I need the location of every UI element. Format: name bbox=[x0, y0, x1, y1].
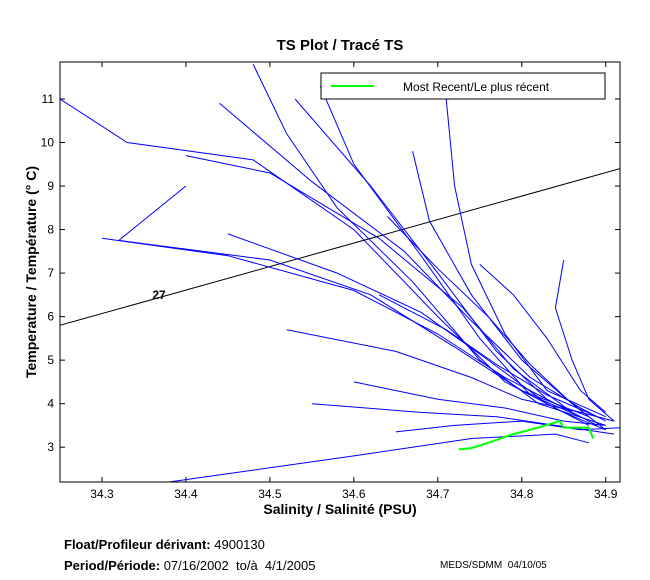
ts-profile-line bbox=[395, 420, 620, 433]
y-tick-label: 7 bbox=[47, 266, 54, 280]
x-tick-label: 34.7 bbox=[426, 487, 450, 501]
y-tick-label: 11 bbox=[42, 92, 55, 106]
legend: Most Recent/Le plus récent bbox=[320, 72, 606, 100]
y-tick-label: 5 bbox=[47, 353, 54, 367]
ts-profile-line bbox=[219, 102, 581, 409]
ts-profile-line bbox=[554, 259, 615, 422]
float-info: Float/Profileur dérivant: 4900130 bbox=[64, 537, 265, 552]
y-tick-label: 8 bbox=[47, 223, 54, 237]
x-tick-label: 34.4 bbox=[174, 487, 198, 501]
ts-profile-line bbox=[294, 98, 598, 426]
x-tick-label: 34.3 bbox=[90, 487, 114, 501]
most-recent-profile-line bbox=[458, 419, 595, 451]
ts-profile-line bbox=[479, 264, 607, 413]
ts-profile-line bbox=[412, 151, 606, 422]
credit: MEDS/SDMM 04/10/05 bbox=[440, 560, 547, 571]
ts-profile-line bbox=[286, 329, 581, 413]
ts-chart: TS Plot / Tracé TS Salinity / Salinité (… bbox=[23, 37, 621, 517]
float-id: 4900130 bbox=[214, 537, 265, 552]
period-value: 07/16/2002 to/à 4/1/2005 bbox=[163, 558, 316, 573]
ts-profile-line bbox=[101, 237, 615, 422]
y-tick-label: 4 bbox=[47, 397, 54, 411]
y-tick-label: 6 bbox=[47, 310, 54, 324]
x-tick-label: 34.5 bbox=[258, 487, 282, 501]
ts-profile-line bbox=[252, 63, 606, 426]
period-info: Period/Période: 07/16/2002 to/à 4/1/2005 bbox=[64, 558, 316, 573]
ts-profile-line bbox=[353, 381, 606, 426]
period-label: Period/Période: bbox=[64, 558, 161, 573]
legend-label-recent: Most Recent/Le plus récent bbox=[403, 80, 550, 94]
ts-profile-line bbox=[227, 233, 590, 426]
ts-profile-line bbox=[311, 403, 615, 435]
ts-profile-line bbox=[60, 98, 606, 431]
ts-profile-line bbox=[378, 294, 598, 418]
plot-frame bbox=[59, 61, 621, 483]
y-axis-label: Temperature / Température (° C) bbox=[23, 166, 39, 378]
ts-profile-line bbox=[387, 216, 607, 431]
ts-profile-line bbox=[185, 155, 573, 413]
x-tick-label: 34.6 bbox=[342, 487, 366, 501]
x-tick-label: 34.9 bbox=[594, 487, 618, 501]
y-tick-label: 9 bbox=[47, 179, 54, 193]
ts-profile-line bbox=[445, 98, 606, 418]
ts-profile-line bbox=[319, 85, 581, 418]
y-tick-label: 10 bbox=[41, 136, 55, 150]
y-tick-label: 3 bbox=[47, 440, 54, 454]
float-label: Float/Profileur dérivant: bbox=[64, 537, 211, 552]
chart-title: TS Plot / Tracé TS bbox=[277, 37, 404, 54]
ts-profile-line bbox=[169, 433, 590, 482]
x-tick-label: 34.8 bbox=[510, 487, 534, 501]
density-contour-label: 27 bbox=[152, 288, 166, 302]
density-contour-27 bbox=[60, 168, 620, 326]
x-axis-label: Salinity / Salinité (PSU) bbox=[263, 501, 416, 517]
